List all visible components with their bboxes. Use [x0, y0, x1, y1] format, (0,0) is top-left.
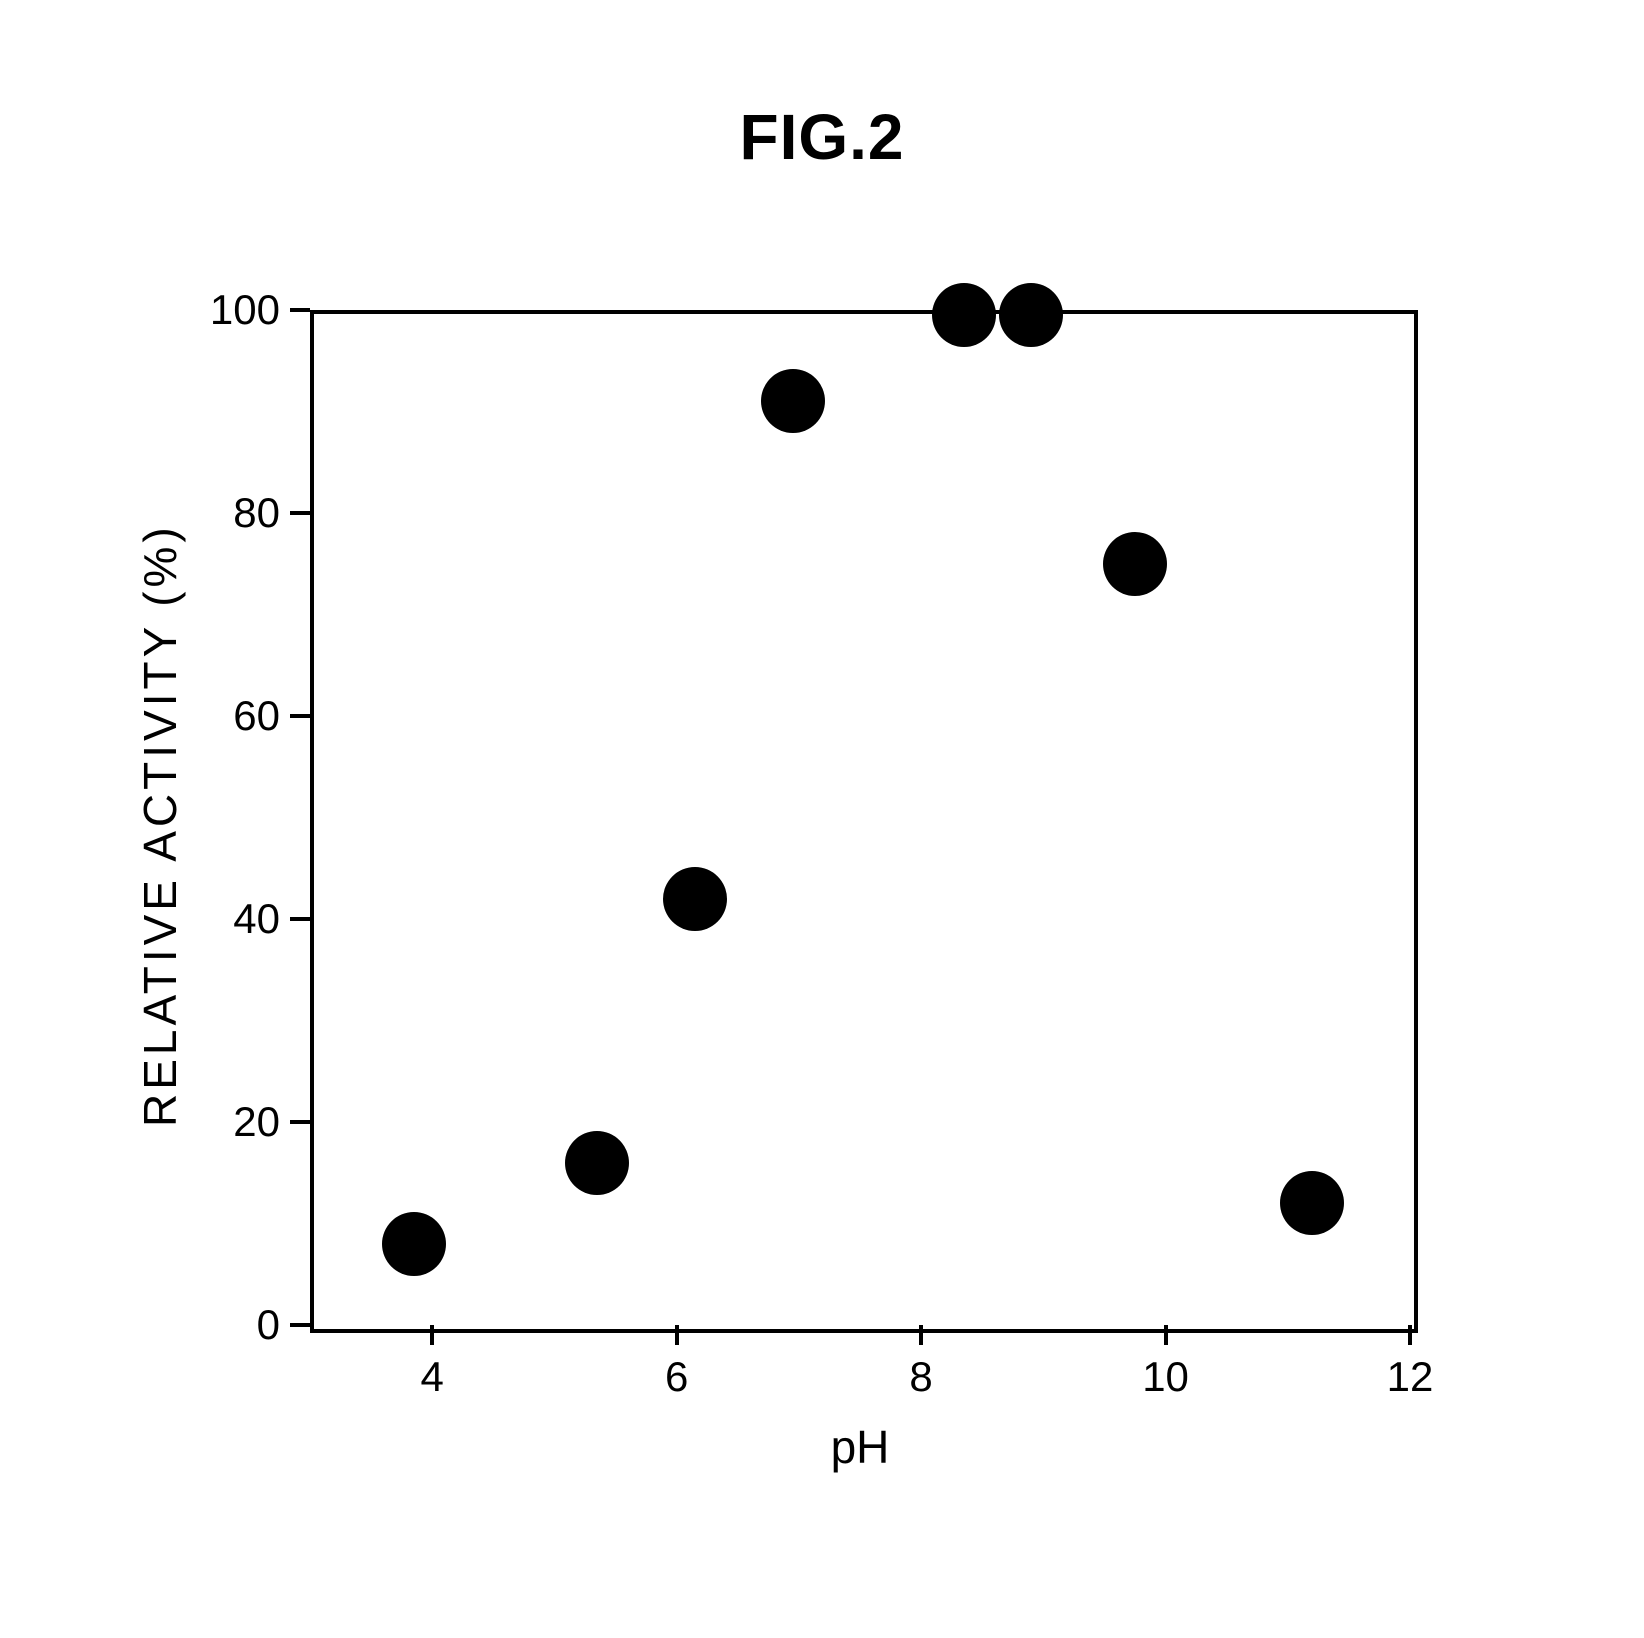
y-tick-label: 100: [180, 286, 280, 334]
y-tick-label: 0: [180, 1301, 280, 1349]
y-tick: [290, 714, 310, 718]
x-tick-label: 8: [909, 1353, 932, 1401]
y-tick-label: 20: [180, 1098, 280, 1146]
data-point: [932, 283, 996, 347]
y-tick-label: 60: [180, 692, 280, 740]
x-tick: [1408, 1325, 1412, 1345]
data-point: [382, 1212, 446, 1276]
x-tick-label: 10: [1142, 1353, 1189, 1401]
data-point: [761, 369, 825, 433]
data-point: [1103, 532, 1167, 596]
x-tick: [675, 1325, 679, 1345]
data-point: [565, 1131, 629, 1195]
x-tick: [919, 1325, 923, 1345]
y-axis-label: RELATIVE ACTIVITY (%): [133, 527, 187, 1127]
x-tick: [430, 1325, 434, 1345]
y-tick: [290, 1120, 310, 1124]
data-point: [999, 283, 1063, 347]
figure-container: FIG.2 RELATIVE ACTIVITY (%) pH 0 20 40 60 80…: [0, 0, 1644, 1638]
y-tick: [290, 917, 310, 921]
x-tick: [1164, 1325, 1168, 1345]
data-point: [1280, 1171, 1344, 1235]
x-axis-label: pH: [310, 1420, 1410, 1474]
y-tick-label: 80: [180, 489, 280, 537]
y-tick-label: 40: [180, 895, 280, 943]
x-tick-label: 6: [665, 1353, 688, 1401]
y-tick: [290, 1323, 310, 1327]
data-point: [663, 867, 727, 931]
figure-title: FIG.2: [0, 100, 1644, 174]
x-tick-label: 12: [1387, 1353, 1434, 1401]
plot-area: [310, 310, 1418, 1333]
x-tick-label: 4: [421, 1353, 444, 1401]
y-tick: [290, 308, 310, 312]
y-tick: [290, 511, 310, 515]
